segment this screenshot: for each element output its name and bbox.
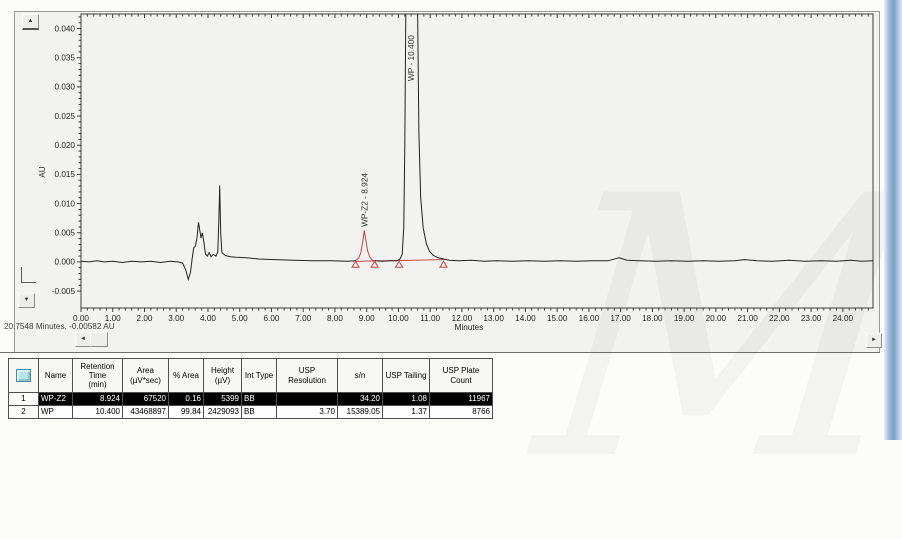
- scroll-right-button[interactable]: ►: [866, 333, 882, 348]
- select-all-cell[interactable]: [8, 358, 39, 393]
- table-cell[interactable]: 34.20: [337, 392, 383, 406]
- peak-label: WP - 10.400: [406, 35, 416, 81]
- select-all-icon[interactable]: [16, 369, 31, 382]
- table-cell[interactable]: 2429093: [203, 405, 242, 419]
- column-header[interactable]: Height (µV): [203, 358, 242, 393]
- pane-corner-handle[interactable]: [21, 267, 36, 283]
- tick-label: 0.00: [73, 314, 89, 323]
- table-cell[interactable]: WP-Z2: [38, 392, 73, 406]
- tick-label: 0.040: [55, 24, 76, 33]
- cursor-position-readout: 20.7548 Minutes, -0.00582 AU: [4, 322, 115, 331]
- column-header[interactable]: USP Tailing: [382, 358, 430, 393]
- column-header[interactable]: s/n: [337, 358, 383, 393]
- window-edge-scrollbar[interactable]: [884, 0, 902, 440]
- tick-label: 21.00: [737, 314, 758, 323]
- integration-marker: [439, 260, 448, 268]
- tick-label: 19.00: [674, 314, 695, 323]
- row-number-cell[interactable]: 2: [8, 405, 39, 419]
- table-cell[interactable]: 3.70: [276, 405, 338, 419]
- tick-label: 0.005: [55, 229, 76, 238]
- tick-label: 20.00: [706, 314, 727, 323]
- row-number-cell[interactable]: 1: [8, 392, 39, 406]
- peak-label: WP-Z2 - 8.924: [359, 173, 369, 227]
- table-cell[interactable]: 11967: [429, 392, 493, 406]
- table-cell[interactable]: 1.08: [382, 392, 430, 406]
- table-cell[interactable]: 1.37: [382, 405, 430, 419]
- trace-pre-integration: [81, 185, 356, 282]
- column-header[interactable]: Int Type: [241, 358, 277, 393]
- results-table: Name Retention Time (min) Area (µV*sec)% A…: [8, 358, 493, 419]
- column-header[interactable]: Area (µV*sec): [122, 358, 169, 393]
- tick-label: 0.020: [55, 141, 76, 150]
- integration-marker: [351, 260, 360, 268]
- column-header[interactable]: Retention Time (min): [72, 358, 123, 393]
- tick-label: 17.00: [610, 314, 631, 323]
- table-cell[interactable]: 5399: [203, 392, 242, 406]
- tick-label: 4.00: [200, 314, 216, 323]
- tick-label: 16.00: [579, 314, 600, 323]
- tick-label: 0.015: [55, 170, 76, 179]
- tick: [355, 259, 444, 262]
- results-table-body: 1 WP-Z2 8.924 67520 0.16 5399 BB 34.20 1.08 11967…: [8, 392, 493, 419]
- table-cell[interactable]: 8.924: [72, 392, 123, 406]
- tick-label: 15.00: [547, 314, 568, 323]
- table-cell[interactable]: WP: [38, 405, 73, 419]
- table-cell[interactable]: 8766: [429, 405, 493, 419]
- tick-label: 13.00: [483, 314, 504, 323]
- tick-label: 24.00: [833, 314, 854, 323]
- table-cell[interactable]: BB: [241, 405, 277, 419]
- table-cell[interactable]: 99.84: [168, 405, 204, 419]
- table-cell[interactable]: BB: [241, 392, 277, 406]
- table-cell[interactable]: 43468897: [122, 405, 169, 419]
- scroll-left-button[interactable]: ◄: [75, 332, 91, 347]
- pane-divider: [0, 352, 880, 353]
- integrated-peak-wp-z2: [355, 230, 375, 262]
- tick-label: 0.000: [55, 258, 76, 267]
- h-scrollbar-thumb[interactable]: [90, 332, 108, 347]
- tick-label: 0.025: [55, 112, 76, 121]
- scroll-down-button[interactable]: ▼: [18, 293, 35, 308]
- tick-label: 23.00: [801, 314, 822, 323]
- tick-label: 14.00: [515, 314, 536, 323]
- table-cell[interactable]: [276, 392, 338, 406]
- column-header[interactable]: Name: [38, 358, 73, 393]
- integration-marker: [394, 260, 404, 268]
- table-cell[interactable]: 67520: [122, 392, 169, 406]
- table-row[interactable]: 1 WP-Z2 8.924 67520 0.16 5399 BB 34.20 1.08 11967: [8, 392, 493, 406]
- tick-label: 0.010: [55, 199, 76, 208]
- tick-label: 1.00: [105, 314, 121, 323]
- tick-label: 11.00: [420, 314, 440, 323]
- chromatogram-panel: 0.00 1.00 2.00 3.00 4.00 5.00 6.00 7.00 8.00 9.00…: [14, 11, 882, 353]
- table-cell[interactable]: 0.16: [168, 392, 204, 406]
- tick-label: 3.00: [168, 314, 184, 323]
- tick-label: 5.00: [232, 314, 248, 323]
- tick-label: 7.00: [295, 314, 311, 323]
- plot-border: [80, 13, 874, 309]
- table-cell[interactable]: 10.400: [72, 405, 123, 419]
- tick-label: 22.00: [769, 314, 790, 323]
- tick-label: 2.00: [137, 314, 153, 323]
- tick-label: 6.00: [263, 314, 279, 323]
- chromatogram-plot[interactable]: 0.00 1.00 2.00 3.00 4.00 5.00 6.00 7.00 8.00 9.00…: [15, 12, 879, 353]
- integration-marker: [370, 260, 379, 268]
- table-row[interactable]: 2 WP 10.400 43468897 99.84 2429093 BB 3.70 15389…: [8, 405, 493, 419]
- column-header[interactable]: % Area: [168, 358, 204, 393]
- column-header[interactable]: USP Plate Count: [429, 358, 493, 393]
- tick-label: 10.00: [388, 314, 409, 323]
- tick-label: 0.030: [55, 83, 76, 92]
- x-axis-title: Minutes: [455, 323, 484, 332]
- tick-label: 12.00: [452, 314, 473, 323]
- tick-label: 9.00: [359, 314, 375, 323]
- tick-label: 18.00: [642, 314, 663, 323]
- scroll-up-button[interactable]: ▲: [22, 14, 39, 30]
- table-cell[interactable]: 15389.05: [337, 405, 383, 419]
- results-table-header: Name Retention Time (min) Area (µV*sec)% A…: [8, 358, 493, 393]
- y-axis-title: AU: [38, 166, 47, 177]
- tick-label: -0.005: [52, 287, 76, 296]
- trace-post-integration: [374, 14, 873, 262]
- tick-label: 0.035: [55, 54, 76, 63]
- column-header[interactable]: USP Resolution: [276, 358, 338, 393]
- tick-label: 8.00: [327, 314, 343, 323]
